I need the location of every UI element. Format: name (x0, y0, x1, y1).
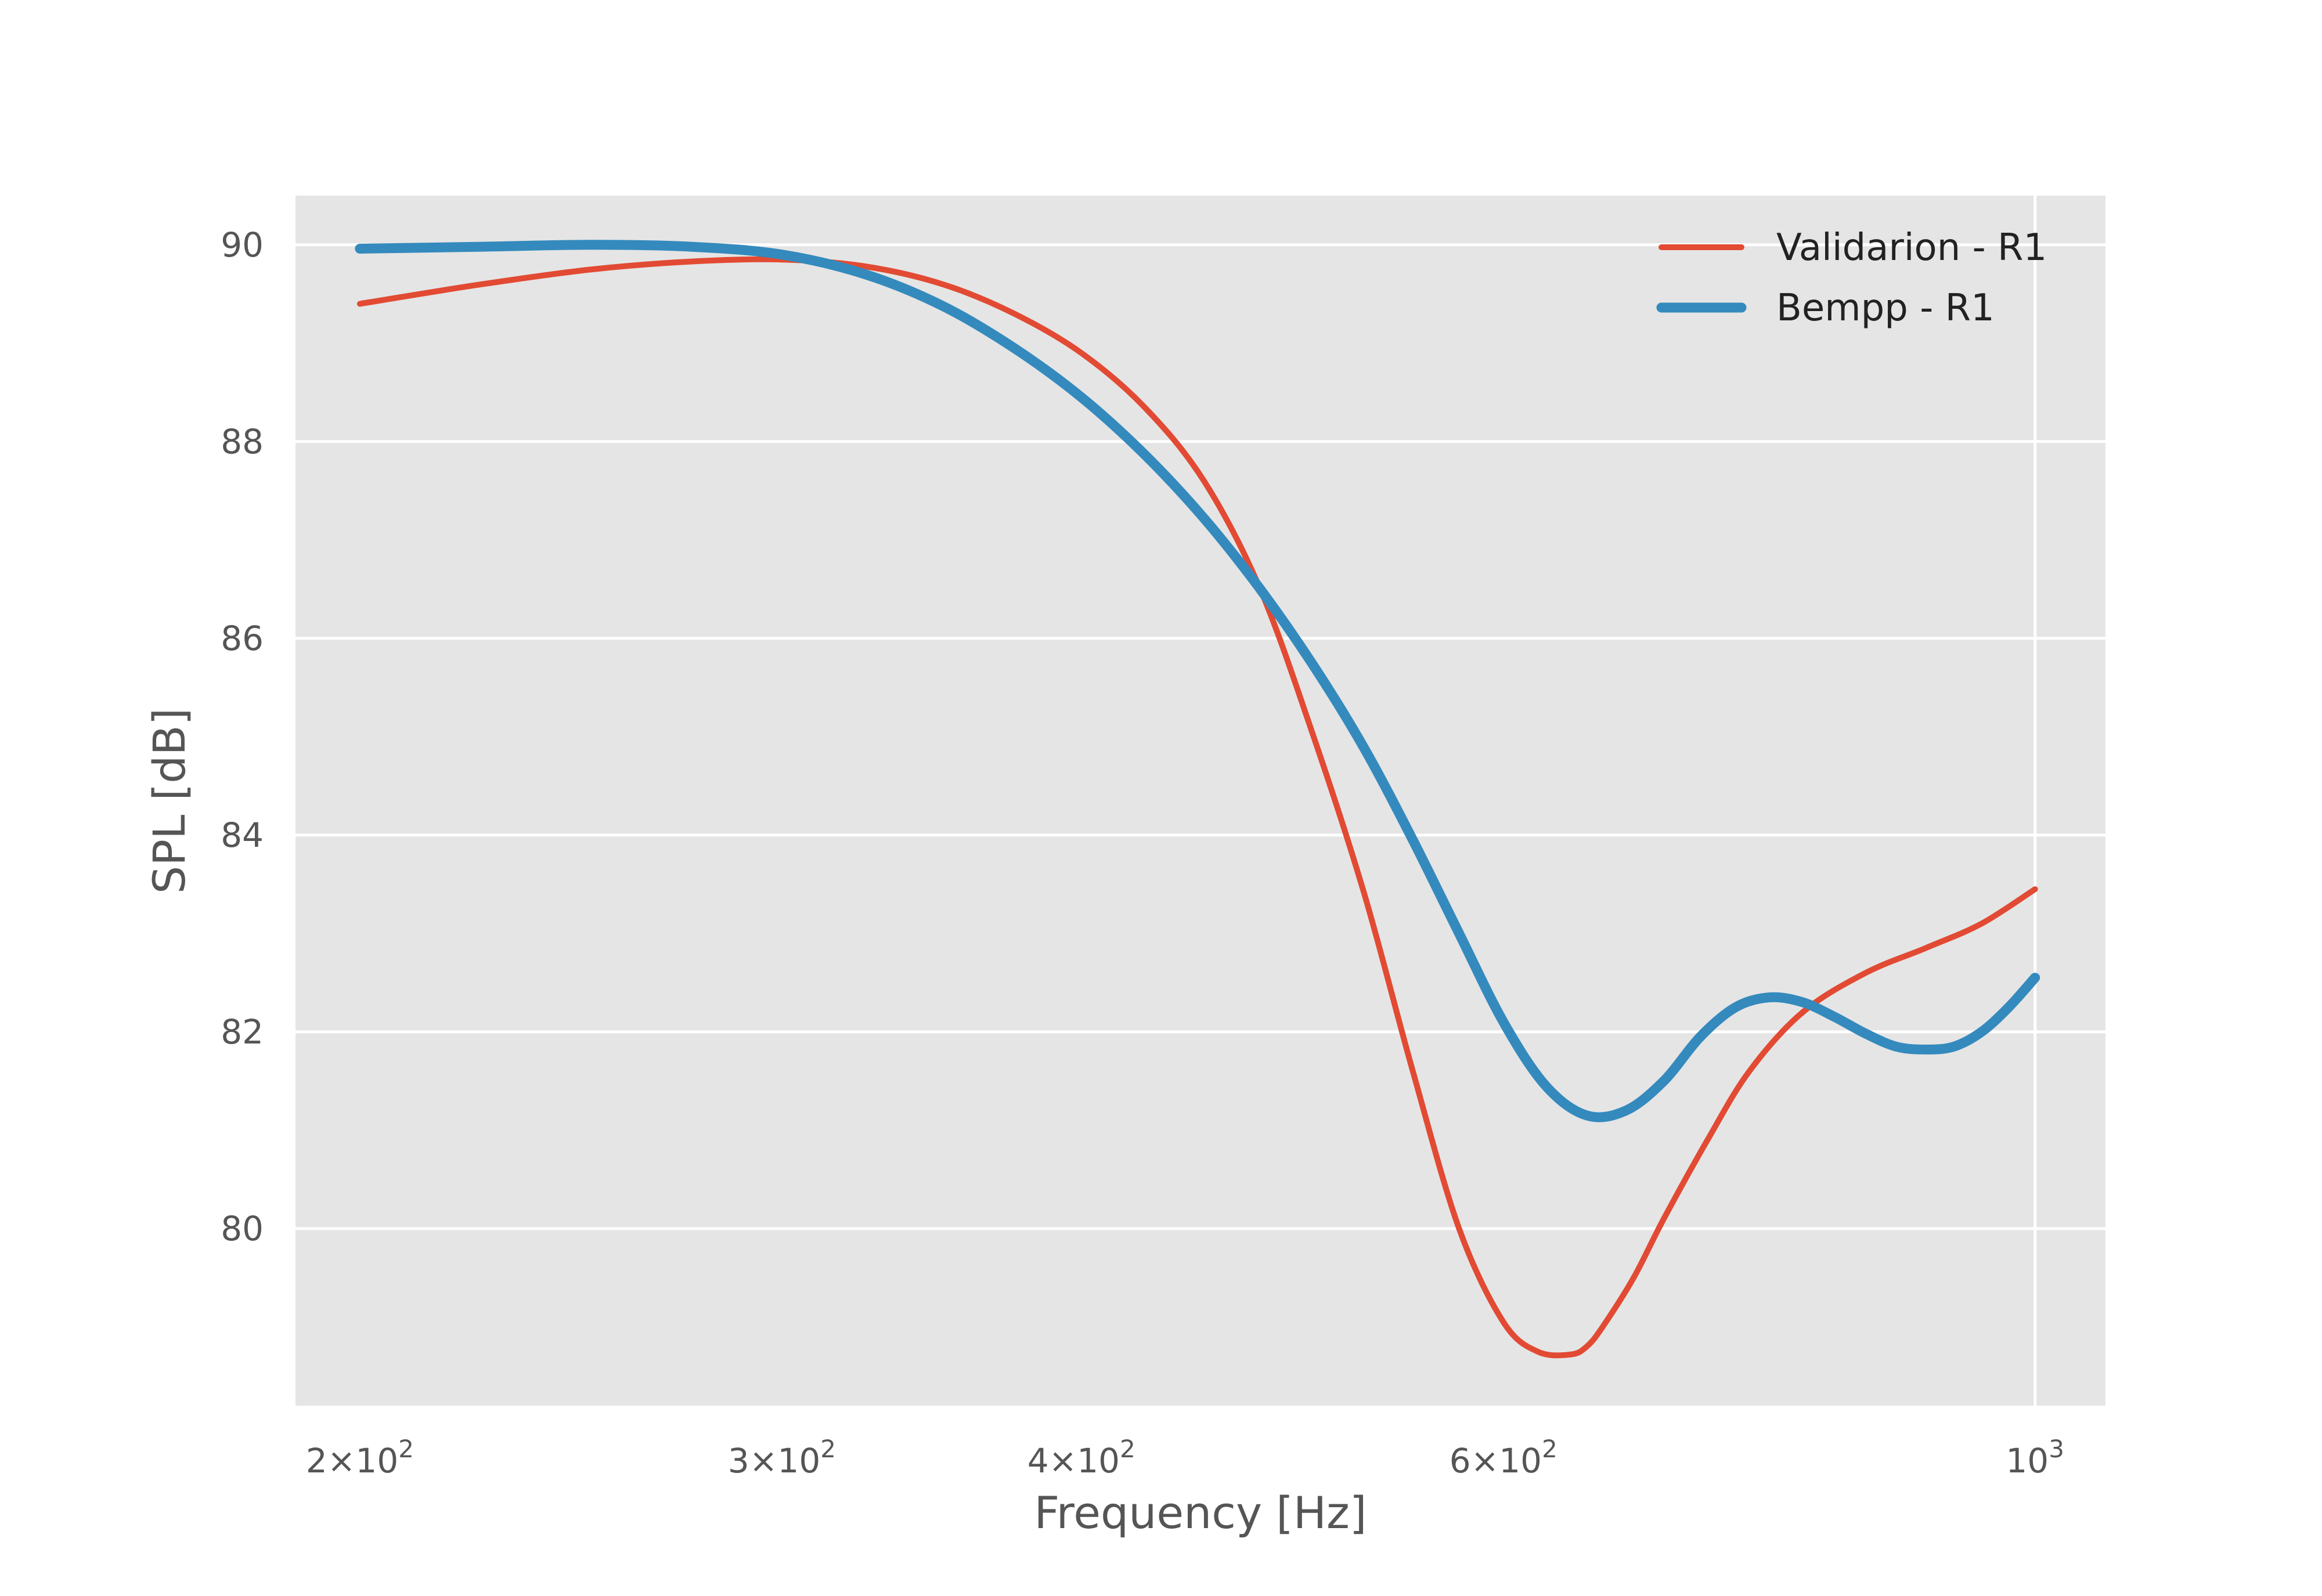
x-tick-label: 3×102 (728, 1435, 836, 1481)
y-tick-label: 80 (221, 1209, 264, 1248)
x-tick-label: 4×102 (1027, 1435, 1135, 1481)
plot-area (295, 196, 2105, 1406)
x-tick-base: 10 (2006, 1441, 2049, 1481)
x-tick-exponent: 2 (398, 1435, 414, 1463)
x-axis-ticks: 2×102 3×102 4×102 6×102 103 (306, 1435, 2064, 1481)
x-tick-base: 10 (1077, 1441, 1120, 1481)
x-tick-base: 10 (355, 1441, 398, 1481)
series-layer (355, 240, 2040, 1359)
y-tick-label: 88 (221, 422, 264, 461)
x-tick-label: 2×102 (306, 1435, 414, 1481)
x-tick-exponent: 3 (2049, 1435, 2064, 1463)
y-tick-label: 84 (221, 815, 264, 855)
y-tick-label: 90 (221, 225, 264, 265)
y-axis-label: SPL [dB] (143, 708, 195, 894)
x-tick-exponent: 2 (820, 1435, 836, 1463)
legend-label: Bempp - R1 (1776, 287, 1995, 330)
times-sign: × (327, 1441, 356, 1481)
x-tick-label: 103 (2006, 1435, 2064, 1481)
y-tick-label: 82 (221, 1012, 264, 1052)
x-tick-mantissa: 2 (306, 1441, 327, 1481)
x-tick-base: 10 (777, 1441, 820, 1481)
y-tick-label: 86 (221, 619, 264, 658)
x-tick-mantissa: 3 (728, 1441, 749, 1481)
y-axis-ticks: 80 82 84 86 88 90 (221, 225, 264, 1248)
x-tick-base: 10 (1499, 1441, 1542, 1481)
times-sign: × (1471, 1441, 1499, 1481)
times-sign: × (1049, 1441, 1077, 1481)
x-axis-label: Frequency [Hz] (1034, 1487, 1366, 1539)
legend: Validarion - R1 Bempp - R1 (1656, 226, 2047, 330)
x-tick-exponent: 2 (1542, 1435, 1557, 1463)
x-tick-exponent: 2 (1120, 1435, 1135, 1463)
x-tick-mantissa: 6 (1450, 1441, 1471, 1481)
legend-label: Validarion - R1 (1776, 226, 2047, 269)
x-tick-label: 6×102 (1450, 1435, 1557, 1481)
x-tick-mantissa: 4 (1027, 1441, 1049, 1481)
series-line-1 (355, 240, 2040, 1122)
times-sign: × (749, 1441, 778, 1481)
